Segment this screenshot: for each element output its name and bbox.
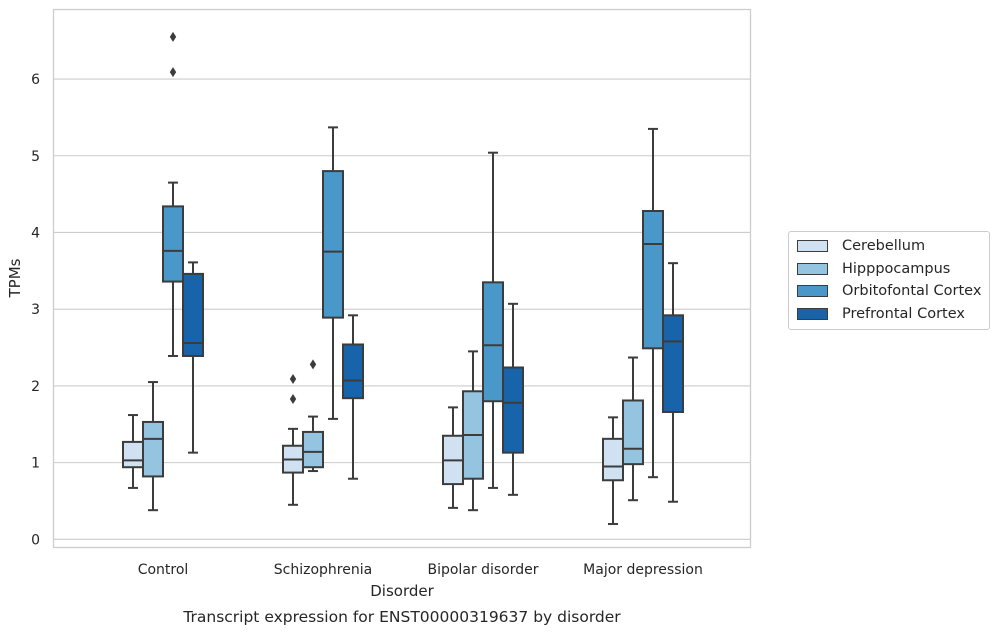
x-tick-label: Schizophrenia (274, 562, 372, 578)
y-tick-label: 0 (31, 532, 40, 548)
box-hipppocampus (462, 350, 484, 512)
x-tick-label: Bipolar disorder (427, 562, 538, 578)
box-cerebellum (122, 414, 144, 489)
box-iqr (642, 209, 664, 350)
legend-item: Orbitofontal Cortex (797, 280, 981, 303)
x-axis-ticks: Control Schizophrenia Bipolar disorder Majo… (138, 562, 703, 578)
box-iqr (342, 343, 364, 400)
outlier-point (169, 31, 177, 42)
box-iqr (662, 314, 684, 413)
chart-caption: Transcript expression for ENST0000031963… (182, 608, 621, 626)
y-tick-label: 1 (31, 456, 40, 472)
legend-item: Prefrontal Cortex (797, 303, 981, 326)
box-iqr (602, 437, 624, 482)
box-iqr (182, 272, 204, 357)
legend-item: Cerebellum (797, 235, 981, 258)
x-tick-label: Major depression (583, 562, 703, 578)
box-prefrontal-cortex (342, 314, 364, 480)
box-prefrontal-cortex (502, 302, 524, 496)
y-tick-label: 3 (31, 302, 40, 318)
box-plot-marks (122, 31, 684, 525)
box-iqr (302, 430, 324, 469)
box-iqr (482, 281, 504, 403)
box-iqr (322, 170, 344, 319)
outlier-point (169, 67, 177, 78)
y-tick-label: 6 (31, 72, 40, 88)
x-tick-label: Control (138, 562, 189, 578)
box-prefrontal-cortex (662, 262, 684, 503)
legend-label: Cerebellum (842, 238, 926, 255)
box-iqr (622, 399, 644, 466)
box-cerebellum (602, 416, 624, 525)
box-iqr (122, 440, 144, 469)
legend-label: Hipppocampus (842, 260, 951, 277)
box-orbitofontal-cortex (322, 126, 344, 420)
outlier-point (309, 359, 317, 370)
legend-label: Orbitofontal Cortex (842, 283, 982, 300)
outlier-point (289, 373, 297, 384)
legend: Cerebellum Hipppocampus Orbitofontal Corte… (788, 231, 991, 330)
x-axis-label: Disorder (370, 582, 434, 600)
plot-area-frame (52, 8, 752, 549)
box-iqr (162, 205, 184, 283)
legend-swatch (797, 307, 828, 320)
y-tick-label: 5 (31, 149, 40, 165)
box-hipppocampus (142, 381, 164, 512)
box-prefrontal-cortex (182, 261, 204, 454)
y-tick-label: 4 (31, 225, 40, 241)
legend-swatch (797, 285, 828, 298)
y-axis-ticks: 0 1 2 3 4 5 6 (31, 72, 40, 548)
box-cerebellum (282, 373, 304, 506)
box-cerebellum (442, 406, 464, 509)
y-axis-label: TPMs (6, 258, 24, 298)
legend-item: Hipppocampus (797, 258, 981, 281)
legend-label: Prefrontal Cortex (842, 305, 965, 322)
box-hipppocampus (622, 356, 644, 502)
box-iqr (142, 420, 164, 478)
box-iqr (502, 366, 524, 454)
box-orbitofontal-cortex (162, 31, 184, 357)
box-orbitofontal-cortex (482, 151, 504, 489)
y-tick-label: 2 (31, 379, 40, 395)
legend-swatch (797, 262, 828, 275)
box-hipppocampus (302, 359, 324, 473)
legend-swatch (797, 240, 828, 253)
box-orbitofontal-cortex (642, 127, 664, 479)
outlier-point (289, 393, 297, 404)
